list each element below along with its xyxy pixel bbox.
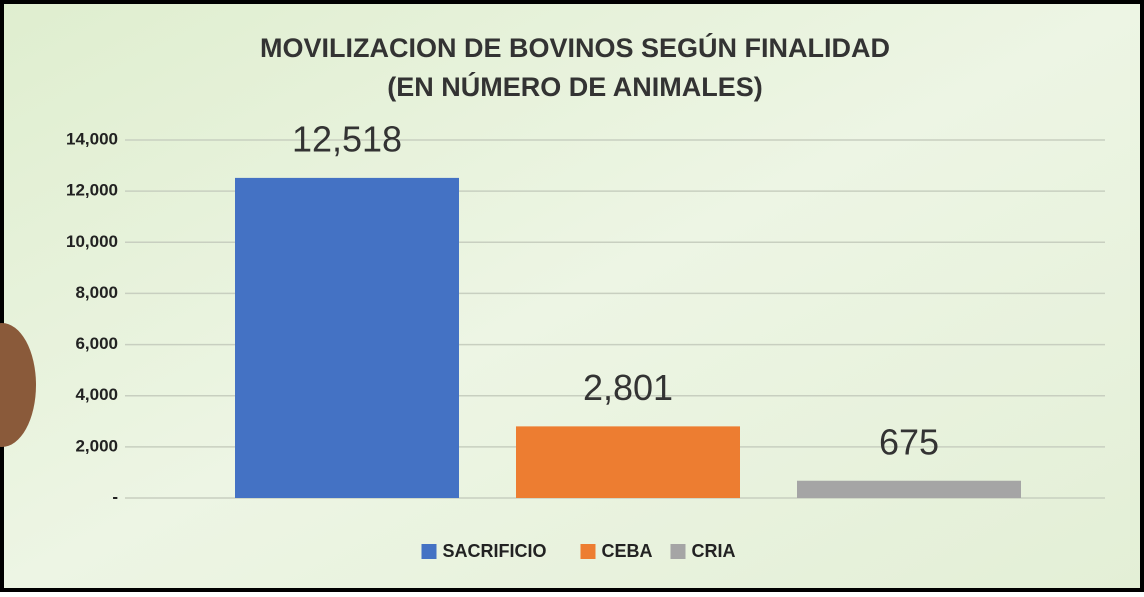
bar [516,426,740,498]
bar [797,480,1021,498]
y-tick-label: 10,000 [66,232,118,251]
legend-label: CEBA [602,541,653,561]
y-tick-label: 6,000 [75,334,118,353]
legend-label: CRIA [692,541,736,561]
legend-swatch [670,544,686,559]
data-label: 12,518 [292,118,402,159]
decoration [0,323,36,447]
data-label: 675 [879,421,939,462]
y-tick-label: 12,000 [66,181,118,200]
y-tick-label: 14,000 [66,129,118,148]
data-label: 2,801 [583,367,673,408]
chart-subtitle: (EN NÚMERO DE ANIMALES) [387,71,763,102]
y-tick-label: 2,000 [75,436,118,455]
legend-swatch [580,544,596,559]
chart-title: MOVILIZACION DE BOVINOS SEGÚN FINALIDAD [260,32,890,63]
y-tick-label: 4,000 [75,385,118,404]
legend-label: SACRIFICIO [443,541,547,561]
bar [235,177,459,498]
y-tick-label: 8,000 [75,283,118,302]
legend-swatch [421,544,437,559]
y-tick-label: - [112,487,118,506]
